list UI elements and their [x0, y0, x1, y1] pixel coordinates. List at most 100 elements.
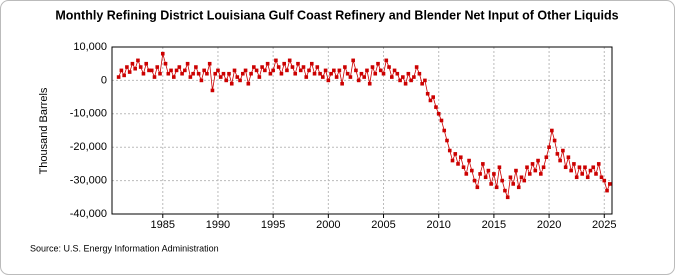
data-point [268, 71, 273, 76]
data-point [514, 168, 518, 173]
data-point [503, 188, 507, 193]
data-point [472, 178, 477, 183]
data-point [381, 71, 386, 76]
data-point [583, 165, 587, 170]
data-point [169, 68, 173, 73]
data-point [356, 78, 361, 83]
data-point [467, 158, 471, 163]
data-point [445, 138, 449, 143]
data-point [384, 58, 389, 63]
data-point [373, 71, 378, 76]
data-point [354, 68, 358, 73]
data-point [497, 165, 502, 170]
y-tick-label: 10,000 [73, 41, 107, 53]
data-point [362, 75, 367, 79]
data-point [116, 75, 121, 79]
data-point [544, 155, 549, 160]
data-point [287, 58, 292, 63]
source: Source: U.S. Energy Information Administ… [30, 243, 219, 253]
y-tick-label: -40,000 [70, 208, 107, 220]
data-point [423, 78, 427, 83]
data-point [177, 65, 182, 69]
data-point [365, 68, 369, 73]
data-point [276, 65, 281, 69]
y-tick-label: 0 [101, 74, 107, 86]
data-point [530, 162, 535, 166]
data-point [431, 95, 435, 99]
y-tick-label: -20,000 [70, 141, 107, 153]
data-point [406, 71, 411, 76]
data-point [550, 128, 554, 133]
data-point [461, 165, 466, 170]
data-point [434, 105, 438, 109]
data-point [285, 68, 289, 73]
x-tick-label: 2020 [537, 219, 561, 231]
data-point [337, 68, 342, 73]
data-point [122, 73, 126, 78]
data-point [439, 118, 444, 123]
data-point [158, 71, 162, 76]
data-point [166, 71, 171, 76]
data-point [229, 81, 234, 86]
data-point [580, 172, 584, 176]
data-point [420, 81, 424, 86]
data-point [561, 148, 565, 153]
data-point [464, 172, 469, 176]
data-point [315, 65, 320, 69]
data-point [188, 75, 193, 79]
data-point [552, 138, 557, 143]
data-point [536, 158, 540, 163]
data-point [249, 71, 253, 76]
data-point [257, 75, 262, 79]
data-point [511, 182, 516, 186]
data-point [387, 65, 391, 69]
data-point [141, 71, 146, 76]
data-point [458, 155, 463, 160]
x-tick-label: 2000 [316, 219, 340, 231]
data-point [343, 65, 347, 69]
data-point [271, 68, 275, 73]
chart-title: Monthly Refining District Louisiana Gulf… [55, 8, 618, 22]
data-point [318, 71, 322, 76]
data-point [370, 65, 375, 69]
data-point [329, 71, 333, 76]
data-point [577, 165, 582, 170]
data-point [321, 75, 325, 79]
data-point [309, 61, 314, 66]
data-point [470, 168, 474, 173]
data-point [605, 188, 609, 193]
data-point [447, 148, 452, 153]
data-point [340, 81, 344, 86]
data-point [489, 182, 493, 186]
data-point [508, 175, 513, 180]
data-point [585, 175, 590, 180]
data-point [478, 172, 482, 176]
data-point [453, 152, 458, 156]
data-point [133, 66, 137, 71]
data-point [125, 65, 129, 69]
data-point [588, 168, 593, 173]
data-point [555, 152, 560, 156]
data-point [221, 71, 226, 76]
data-point [566, 155, 571, 160]
data-point [572, 162, 576, 166]
data-point [527, 172, 532, 176]
data-point [199, 78, 204, 83]
data-point [500, 178, 504, 183]
data-point [307, 68, 311, 73]
data-point [246, 81, 251, 86]
data-point [210, 88, 215, 93]
data-point [412, 75, 416, 79]
data-point [224, 78, 229, 83]
y-tick-label: -10,000 [70, 108, 107, 120]
x-tick-label: 2015 [482, 219, 506, 231]
plot-area [111, 46, 613, 215]
data-point [414, 65, 419, 69]
data-point [483, 175, 488, 180]
data-point [533, 168, 538, 173]
data-point [481, 162, 485, 166]
data-point [243, 68, 248, 73]
data-point [147, 68, 151, 73]
data-point [160, 51, 165, 56]
data-point [395, 71, 400, 76]
